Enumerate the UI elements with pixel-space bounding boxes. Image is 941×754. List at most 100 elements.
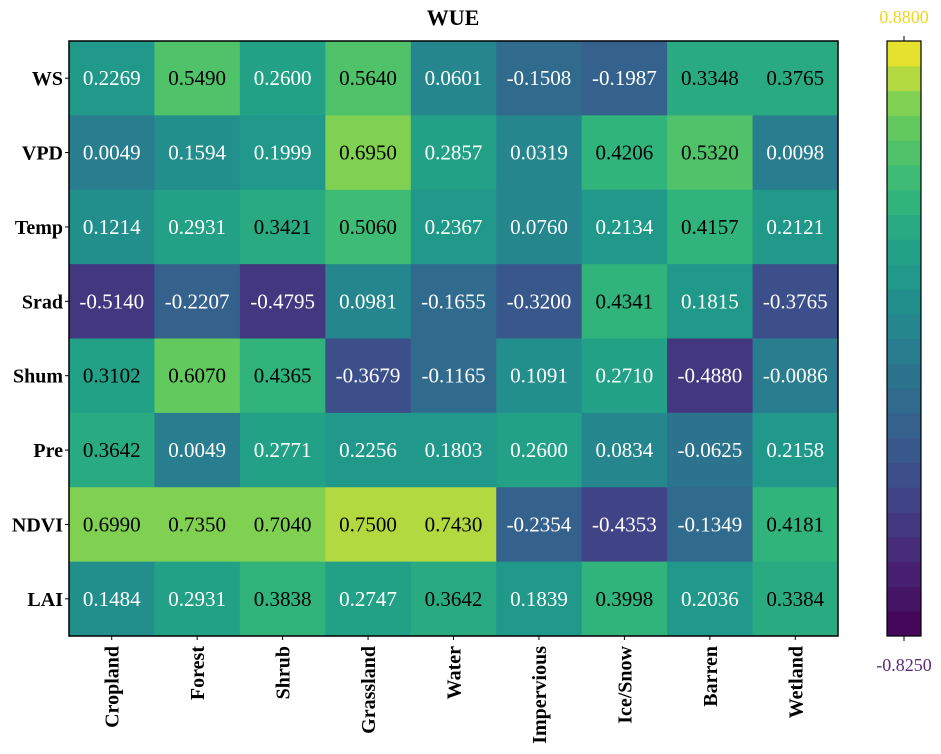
heatmap-cell-temp-barren (667, 189, 754, 265)
heatmap-cell-lai-grassland (325, 561, 412, 637)
row-label-temp: Temp (15, 217, 63, 239)
colorbar-segment (887, 611, 921, 637)
heatmap-cell-ndvi-cropland (69, 487, 155, 563)
heatmap-cell-temp-grassland (325, 189, 412, 265)
colorbar-segment (887, 264, 921, 290)
colorbar-segment (887, 388, 921, 414)
colorbar-segment (887, 487, 921, 513)
colorbar-min-label: -0.8250 (876, 655, 932, 675)
heatmap-cell-vpd-shrub (239, 115, 326, 191)
heatmap-cell-pre-ice-snow (581, 412, 668, 488)
heatmap-cell-ndvi-impervious (496, 487, 583, 563)
heatmap-cell-temp-ice-snow (581, 189, 668, 265)
cell-value-label: 0.4181 (766, 512, 824, 536)
cell-value-label: 0.2931 (168, 587, 226, 611)
heatmap-cell-lai-wetland (752, 561, 839, 637)
colorbar-segment (887, 214, 921, 240)
colorbar-segment (887, 512, 921, 538)
heatmap-cell-srad-wetland (752, 264, 839, 339)
cell-value-label: 0.1803 (425, 438, 483, 462)
column-label-water: Water (444, 646, 466, 699)
heatmap-cell-lai-shrub (239, 561, 326, 637)
heatmap-cell-ndvi-ice-snow (581, 487, 668, 563)
heatmap-cell-lai-ice-snow (581, 561, 668, 637)
cell-value-label: 0.2857 (425, 141, 483, 165)
heatmap-cell-ndvi-grassland (325, 487, 412, 563)
colorbar-segment (887, 90, 921, 116)
cell-value-label: 0.1594 (168, 141, 226, 165)
chart-title: WUE (427, 5, 480, 30)
heatmap-cell-shum-grassland (325, 338, 412, 414)
cell-value-label: 0.0319 (510, 141, 568, 165)
colorbar-segment (887, 189, 921, 216)
cell-value-label: -0.2207 (165, 289, 230, 313)
heatmap-cell-vpd-cropland (69, 115, 155, 191)
heatmap-cell-pre-impervious (496, 412, 583, 488)
cell-value-label: 0.2747 (339, 587, 397, 611)
row-label-pre: Pre (33, 440, 63, 462)
colorbar-segment (887, 561, 921, 587)
column-label-impervious: Impervious (529, 646, 551, 744)
cell-value-label: 0.1839 (510, 587, 568, 611)
heatmap-cell-ws-ice-snow (581, 41, 668, 116)
column-label-barren: Barren (700, 646, 722, 707)
heatmap-cell-vpd-barren (667, 115, 754, 191)
cell-value-label: 0.0760 (510, 215, 568, 239)
heatmap-cell-shum-cropland (69, 338, 155, 414)
heatmap-cell-lai-cropland (69, 561, 155, 637)
cell-value-label: 0.7500 (339, 512, 397, 536)
column-label-ice-snow: Ice/Snow (614, 645, 636, 723)
colorbar-segment (887, 140, 921, 166)
heatmap-cell-ndvi-forest (154, 487, 241, 563)
cell-value-label: 0.2134 (596, 215, 654, 239)
colorbar-segment (887, 288, 921, 315)
cell-value-label: 0.2121 (766, 215, 824, 239)
cell-value-label: 0.2036 (681, 587, 739, 611)
row-tick-labels: WS VPD Temp Srad Shum Pre NDVI LAI (12, 68, 69, 611)
heatmap-cell-srad-forest (154, 264, 241, 339)
colorbar-segment (887, 65, 921, 92)
cell-value-label: -0.3679 (336, 364, 401, 388)
heatmap-cell-shum-wetland (752, 338, 839, 414)
column-label-cropland: Cropland (102, 646, 124, 728)
cell-value-label: 0.1484 (83, 587, 141, 611)
row-label-shum: Shum (13, 366, 63, 388)
column-label-forest: Forest (187, 646, 209, 700)
cell-value-label: 0.2256 (339, 438, 397, 462)
cell-value-label: 0.3384 (766, 587, 824, 611)
heatmap-cell-vpd-grassland (325, 115, 412, 191)
heatmap-cell-temp-wetland (752, 189, 839, 265)
heatmap-cell-shum-impervious (496, 338, 583, 414)
colorbar-segment (887, 412, 921, 439)
cell-value-label: 0.6990 (83, 512, 141, 536)
cell-value-label: 0.5060 (339, 215, 397, 239)
cell-value-label: -0.4353 (592, 512, 657, 536)
heatmap-cell-vpd-wetland (752, 115, 839, 191)
heatmap-cell-ndvi-shrub (239, 487, 326, 563)
colorbar-segment (887, 586, 921, 612)
colorbar-segment (887, 462, 921, 488)
heatmap-cell-vpd-forest (154, 115, 241, 191)
row-label-lai: LAI (27, 589, 63, 611)
heatmap-cell-vpd-impervious (496, 115, 583, 191)
cell-value-label: 0.5640 (339, 66, 397, 90)
heatmap-cell-lai-barren (667, 561, 754, 637)
cell-value-label: 0.1815 (681, 289, 739, 313)
heatmap-cell-ws-impervious (496, 41, 583, 116)
heatmap-cell-shum-shrub (239, 338, 326, 414)
row-label-vpd: VPD (22, 143, 63, 165)
heatmap-cell-ws-barren (667, 41, 754, 116)
heatmap-cell-ws-water (410, 41, 497, 116)
cell-value-label: 0.0601 (425, 66, 483, 90)
cell-value-label: 0.0049 (83, 141, 141, 165)
heatmap-cell-srad-shrub (239, 264, 326, 339)
colorbar-segment (887, 41, 921, 67)
cell-value-label: 0.3421 (254, 215, 312, 239)
colorbar-max-label: 0.8800 (879, 7, 929, 27)
cell-value-label: 0.3642 (425, 587, 483, 611)
colorbar-segment (887, 313, 921, 339)
colorbar-segment (887, 437, 921, 463)
cell-value-label: -0.2354 (507, 512, 572, 536)
heatmap-cell-temp-shrub (239, 189, 326, 265)
heatmap-cell-shum-ice-snow (581, 338, 668, 414)
